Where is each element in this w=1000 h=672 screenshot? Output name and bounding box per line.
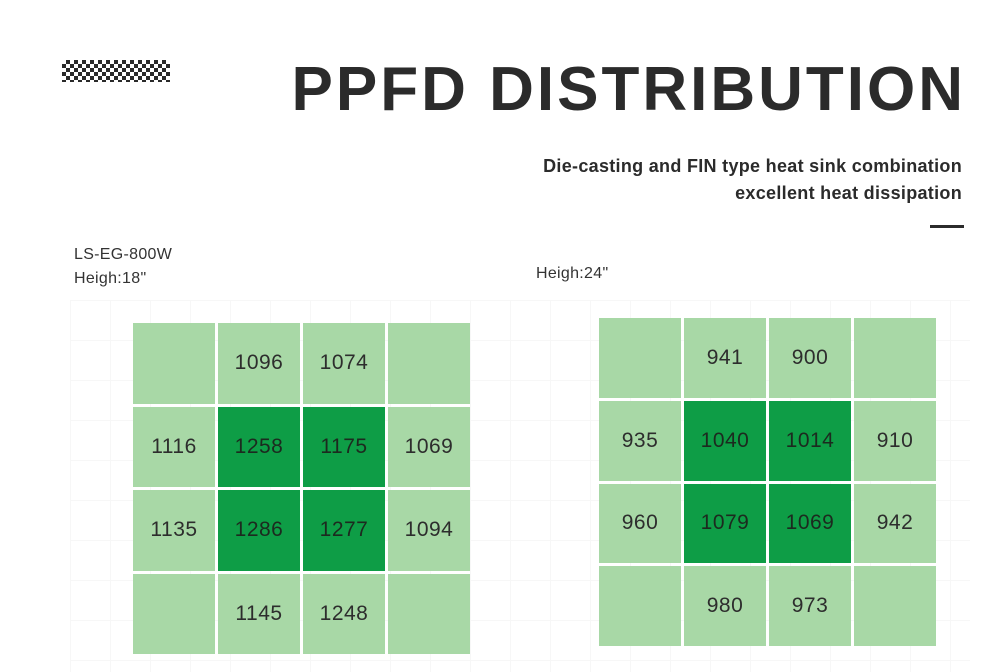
- ppfd-cell: 1014: [769, 400, 851, 481]
- ppfd-cell: 1069: [769, 483, 851, 564]
- ppfd-cell: 1135: [133, 490, 215, 571]
- left-height-label: Heigh:18": [74, 270, 147, 287]
- grid-cell-empty: [599, 318, 681, 398]
- ppfd-cell: 1069: [388, 406, 470, 487]
- ppfd-cell: 1286: [218, 490, 300, 571]
- grid-cell-empty: [133, 323, 215, 404]
- ppfd-cell: 1258: [218, 406, 300, 487]
- ppfd-cell: 1175: [303, 406, 385, 487]
- ppfd-cell: 1277: [303, 490, 385, 571]
- ppfd-cell: 900: [769, 318, 851, 398]
- ppfd-cell: 935: [599, 400, 681, 481]
- grid-cell-empty: [133, 573, 215, 654]
- subtitle-line-1: Die-casting and FIN type heat sink combi…: [543, 156, 962, 176]
- grid-cell-empty: [388, 573, 470, 654]
- ppfd-cell: 1074: [303, 323, 385, 404]
- ppfd-grid-18in: 1096 1074 1116 1258 1175 1069 1135 1286 1277 1094…: [133, 323, 470, 654]
- divider-rule: [930, 225, 964, 228]
- ppfd-cell: 1116: [133, 406, 215, 487]
- ppfd-cell: 941: [684, 318, 766, 398]
- grid-cell-empty: [854, 318, 936, 398]
- subtitle-line-2: excellent heat dissipation: [735, 183, 962, 203]
- ppfd-cell: 1145: [218, 573, 300, 654]
- ppfd-cell: 910: [854, 400, 936, 481]
- ppfd-cell: 960: [599, 483, 681, 564]
- ppfd-cell: 1248: [303, 573, 385, 654]
- ppfd-cell: 1096: [218, 323, 300, 404]
- grid-cell-empty: [388, 323, 470, 404]
- ppfd-cell: 942: [854, 483, 936, 564]
- grid-cell-empty: [599, 566, 681, 646]
- checkered-flag-decoration: [62, 60, 170, 82]
- ppfd-cell: 1094: [388, 490, 470, 571]
- right-panel-label: Heigh:24": [536, 262, 608, 286]
- subtitle: Die-casting and FIN type heat sink combi…: [543, 153, 962, 207]
- ppfd-grid-24in: 941 900 935 1040 1014 910 960 1079 1069 942 980 973: [599, 318, 936, 646]
- ppfd-cell: 980: [684, 566, 766, 646]
- ppfd-cell: 1079: [684, 483, 766, 564]
- right-height-label: Heigh:24": [536, 265, 609, 282]
- ppfd-cell: 1040: [684, 400, 766, 481]
- grid-cell-empty: [854, 566, 936, 646]
- model-name: LS-EG-800W: [74, 246, 173, 263]
- page-title: PPFD DISTRIBUTION: [291, 55, 966, 124]
- left-panel-label: LS-EG-800W Heigh:18": [74, 243, 172, 291]
- ppfd-cell: 973: [769, 566, 851, 646]
